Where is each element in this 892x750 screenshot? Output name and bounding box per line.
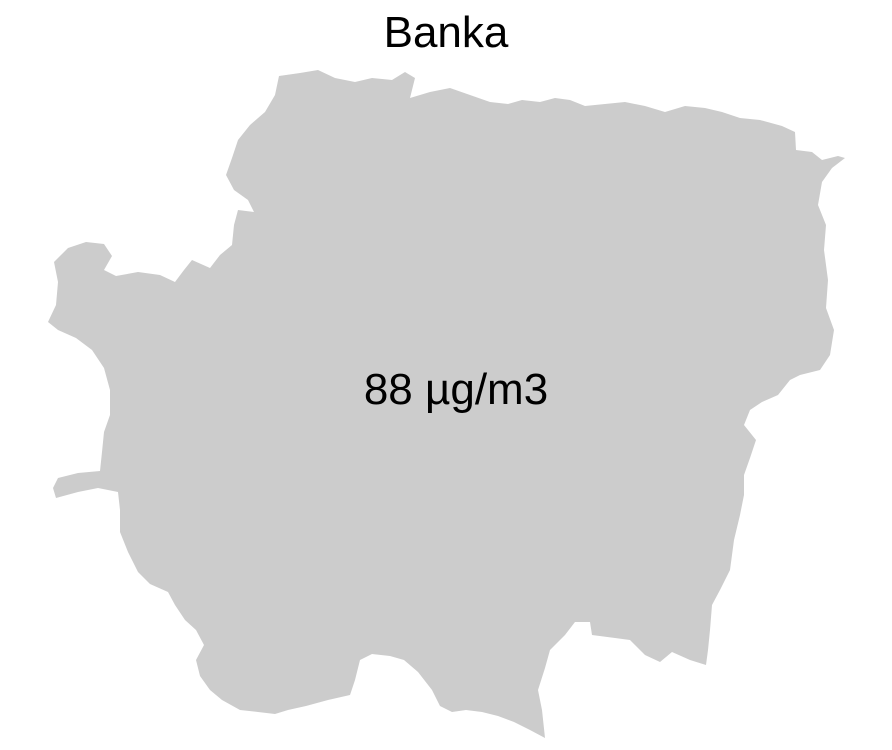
region-banka-shape[interactable] (48, 70, 845, 738)
map-title: Banka (384, 8, 509, 57)
region-banka-value-label: 88 µg/m3 (364, 365, 548, 414)
